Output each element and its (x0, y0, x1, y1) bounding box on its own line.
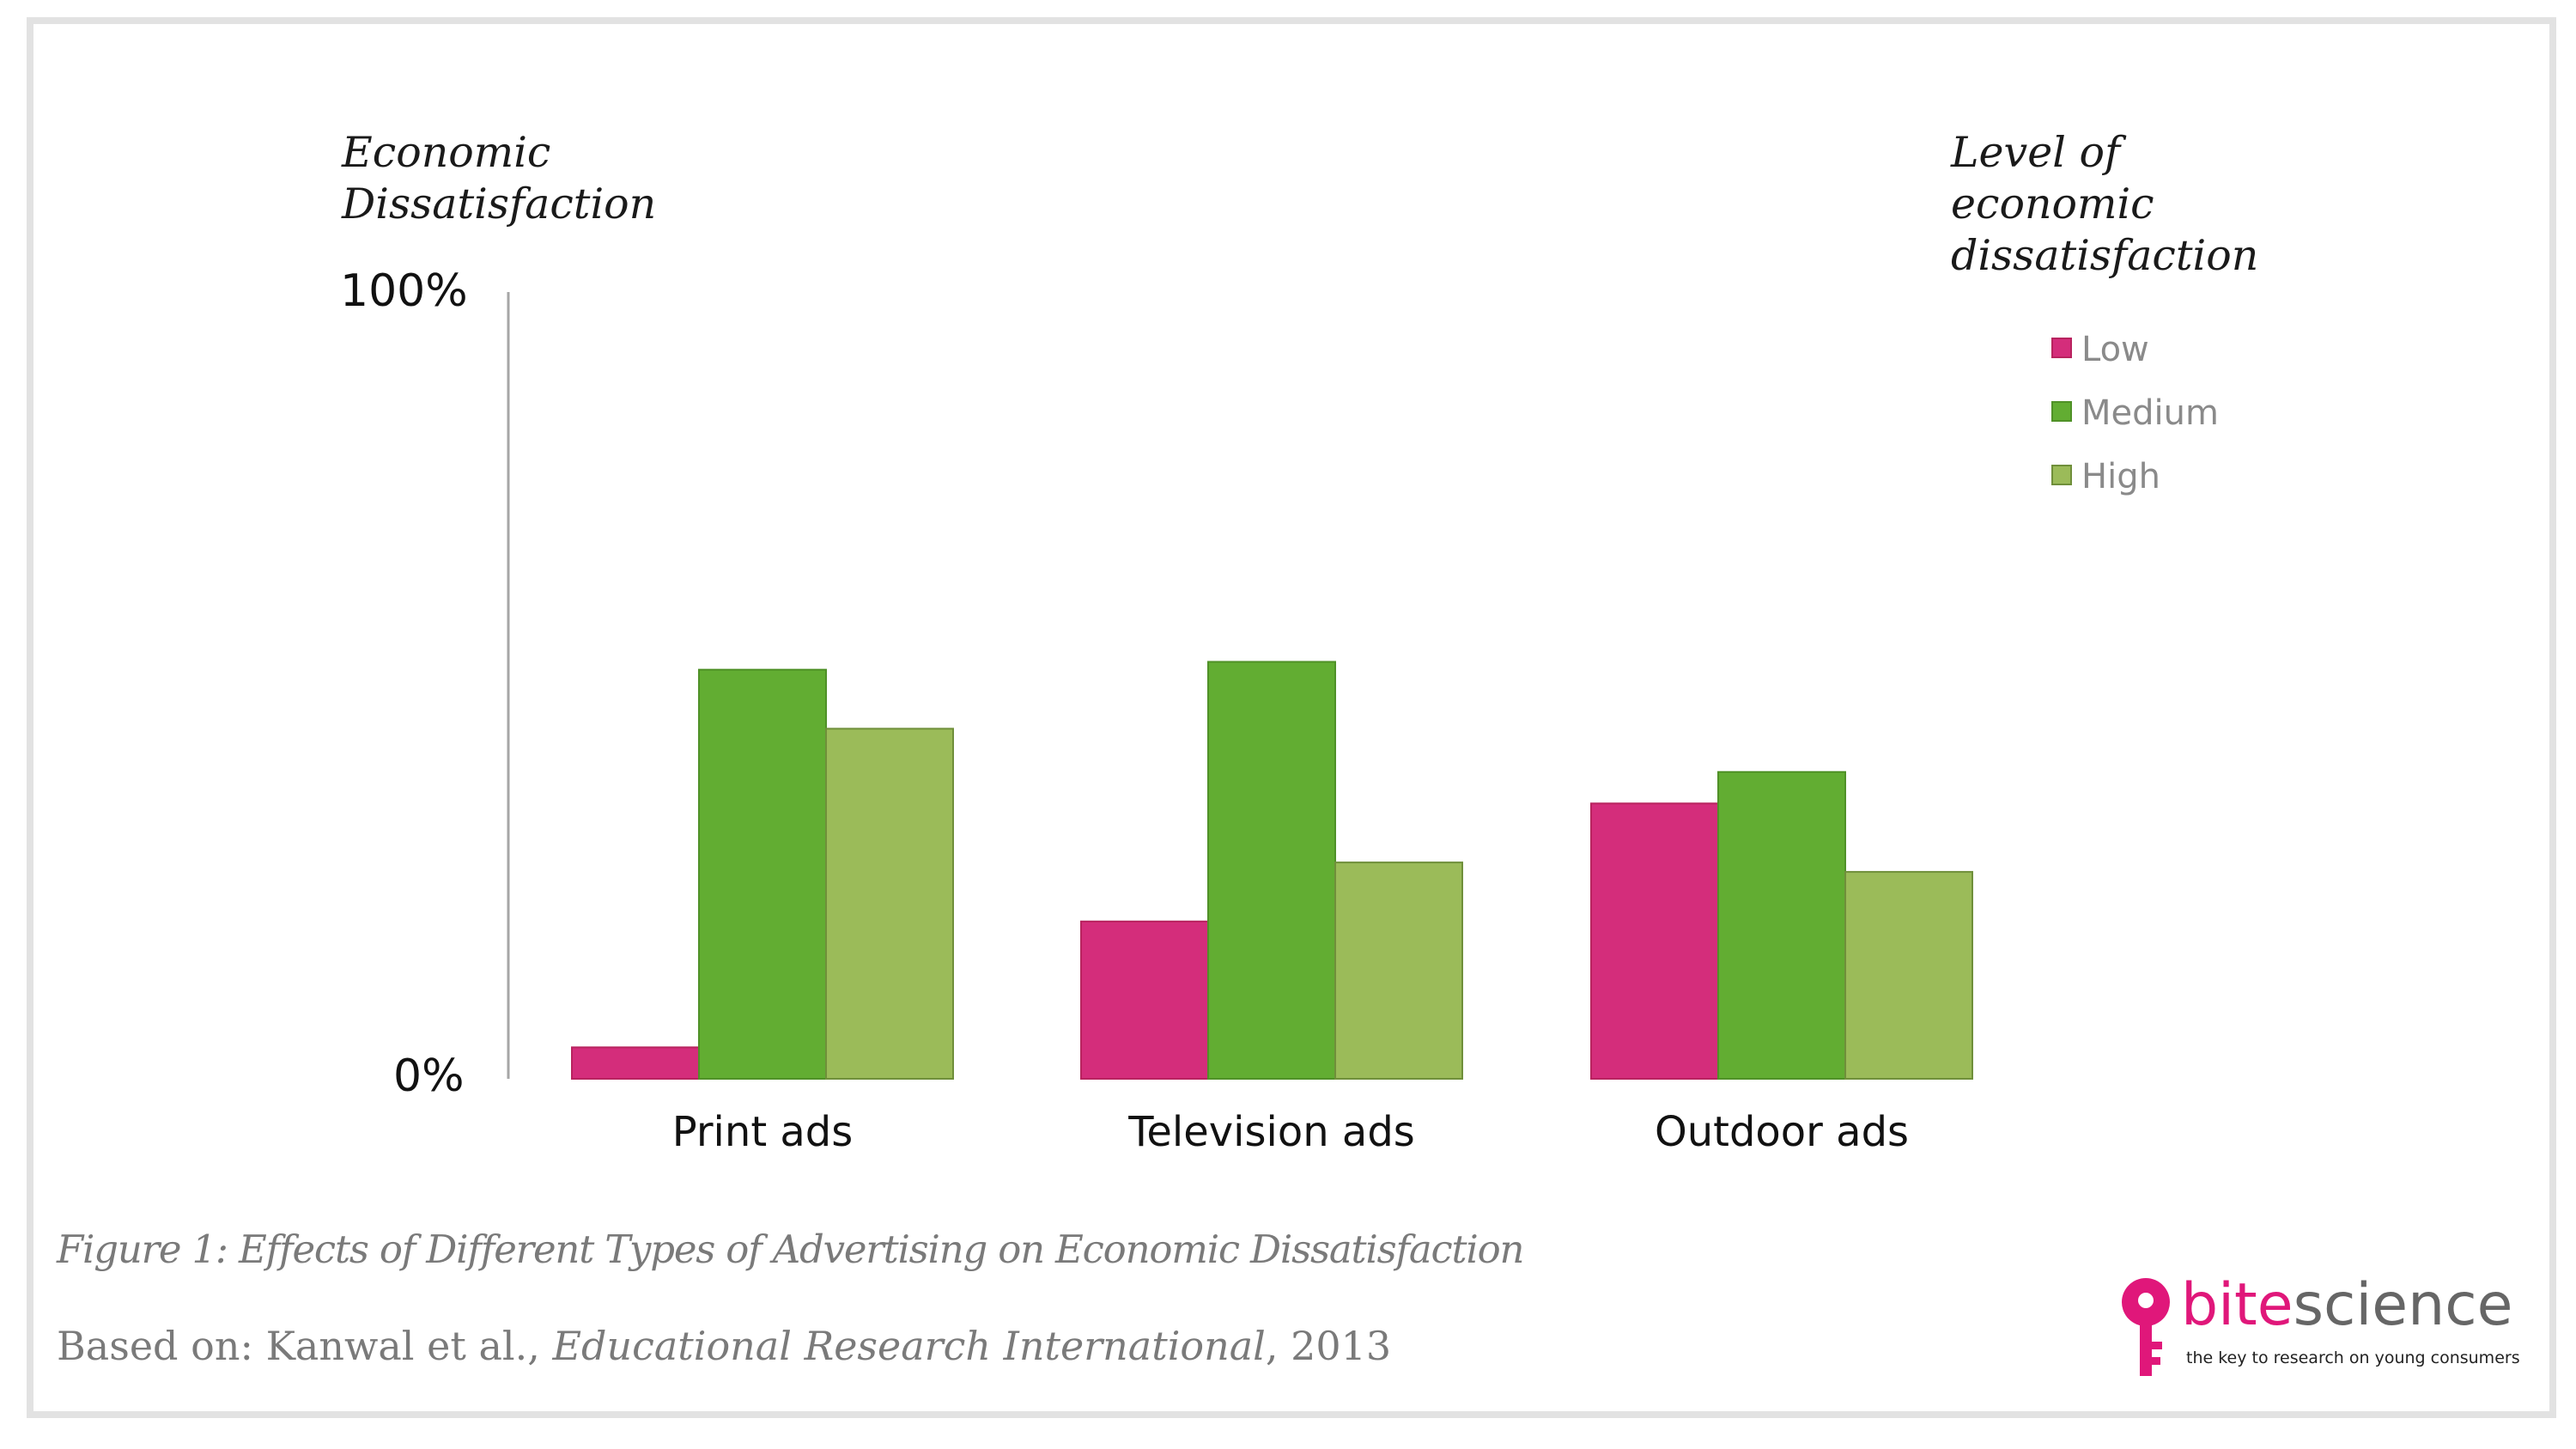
legend-label-low: Low (2081, 330, 2149, 369)
bar-medium-television-ads (1207, 661, 1336, 1081)
legend-label-medium: Medium (2081, 393, 2219, 433)
source-citation: Based on: Kanwal et al., Educational Res… (57, 1323, 1391, 1369)
legend-swatch-low (2051, 338, 2072, 358)
legend-label-high: High (2081, 457, 2160, 496)
key-icon (2122, 1278, 2170, 1376)
logo-science: science (2293, 1271, 2513, 1339)
logo-bite: bite (2181, 1271, 2293, 1339)
bar-high-print-ads (825, 728, 954, 1080)
bar-low-television-ads (1080, 920, 1209, 1081)
figure-caption: Figure 1: Effects of Different Types of … (57, 1227, 1525, 1272)
bar-medium-outdoor-ads (1717, 770, 1846, 1080)
source-suffix: , 2013 (1265, 1323, 1392, 1369)
bar-medium-print-ads (698, 668, 827, 1080)
figure-frame (27, 17, 2556, 1418)
bitescience-logo: bitescience the key to research on young… (2117, 1271, 2547, 1391)
bar-low-print-ads (571, 1046, 700, 1080)
legend-swatch-high (2051, 465, 2072, 485)
y-tick-label-bottom: 0% (393, 1050, 465, 1102)
source-prefix: Based on: Kanwal et al., (57, 1323, 553, 1369)
legend-swatch-medium (2051, 401, 2072, 422)
bar-high-television-ads (1334, 861, 1463, 1080)
category-label-print-ads: Print ads (672, 1108, 854, 1156)
logo-wordmark: bitescience (2181, 1271, 2512, 1340)
category-label-television-ads: Television ads (1127, 1108, 1415, 1156)
bar-low-outdoor-ads (1590, 802, 1719, 1081)
y-axis-title: Economic Dissatisfaction (342, 128, 657, 228)
logo-tagline: the key to research on young consumers (2186, 1349, 2520, 1367)
legend-title: Level of economic dissatisfaction (1951, 128, 2259, 280)
bar-high-outdoor-ads (1844, 871, 1973, 1080)
category-label-outdoor-ads: Outdoor ads (1655, 1108, 1909, 1156)
y-tick-label-top: 100% (340, 265, 468, 317)
source-journal: Educational Research International (552, 1323, 1266, 1369)
